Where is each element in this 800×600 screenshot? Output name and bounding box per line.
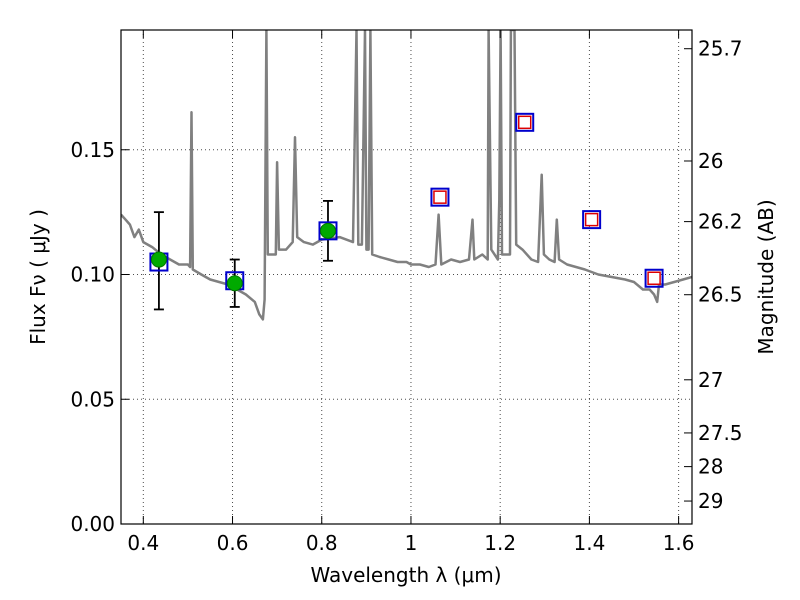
y-tick-label: 0.00 (70, 512, 115, 536)
model-square-marker (644, 268, 664, 288)
upper-limit-square-marker (433, 190, 447, 204)
model-square-marker (430, 187, 450, 207)
y-axis-label: Flux Fν ( μJy ) (26, 209, 50, 345)
right-tick-label: 29 (698, 489, 723, 513)
right-tick-label: 27.5 (698, 421, 743, 445)
x-tick-label: 0.8 (306, 531, 338, 555)
upper-limit-square-marker (584, 212, 599, 227)
model-square-marker (318, 221, 338, 241)
spectrum-line (121, 30, 692, 321)
y-tick-label: 0.15 (70, 138, 115, 162)
right-tick-label: 27 (698, 368, 723, 392)
spectrum-layer (121, 30, 692, 321)
model-square-marker (515, 112, 535, 132)
x-tick-label: 1.2 (484, 531, 516, 555)
observed-flux-point (226, 275, 243, 292)
right-axis-label: Magnitude (AB) (754, 199, 778, 354)
photometry-markers (149, 112, 664, 292)
x-tick-label: 0.6 (217, 531, 249, 555)
right-tick-label: 26.2 (698, 210, 743, 234)
x-tick-label: 1.4 (573, 531, 605, 555)
right-tick-label: 28 (698, 455, 723, 479)
y-tick-label: 0.10 (70, 263, 115, 287)
model-square-marker (582, 210, 602, 230)
right-tick-label: 26.5 (698, 283, 743, 307)
x-tick-label: 0.4 (127, 531, 159, 555)
upper-limit-square-marker (647, 271, 661, 285)
upper-limit-square-marker (517, 115, 532, 130)
right-tick-label: 25.7 (698, 37, 743, 61)
x-axis-label: Wavelength λ (μm) (310, 563, 501, 587)
observed-flux-point (319, 222, 336, 239)
x-tick-label: 1 (405, 531, 418, 555)
axis-ticks: 0.4 0.6 0.8 1 1.2 1.4 1.6 0.00 0.05 0.10 0.15 25.7 2… (70, 30, 743, 555)
x-tick-label: 1.6 (663, 531, 695, 555)
observed-flux-point (150, 251, 167, 268)
right-tick-label: 26 (698, 149, 723, 173)
plot-frame (120, 29, 693, 525)
y-tick-label: 0.05 (70, 387, 115, 411)
